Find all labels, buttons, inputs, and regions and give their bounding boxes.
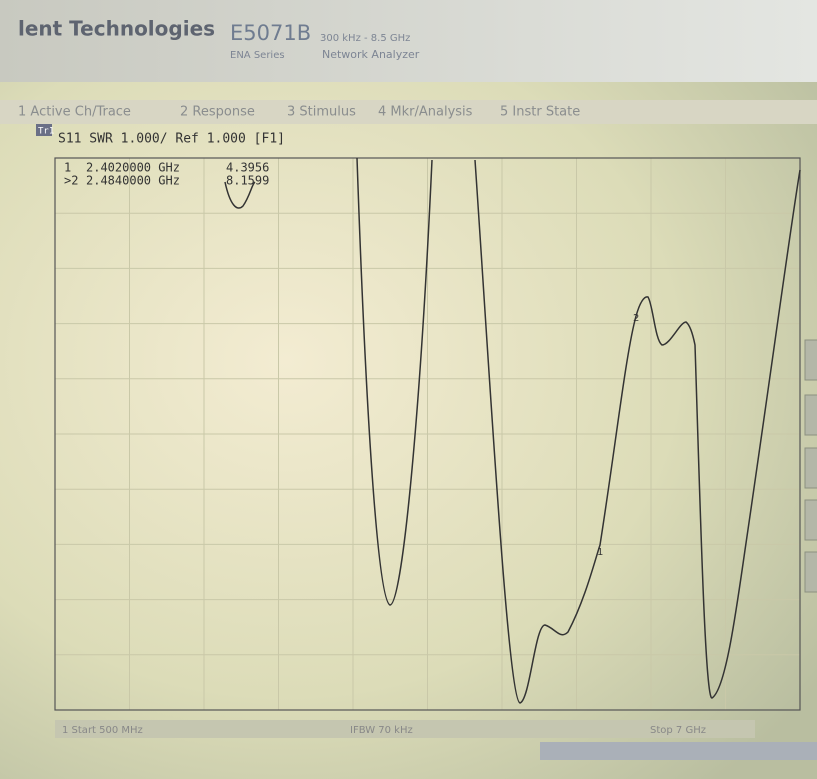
status-start: 1 Start 500 MHz <box>62 725 143 736</box>
display <box>0 82 817 779</box>
status-stop: Stop 7 GHz <box>650 725 706 736</box>
menu-item[interactable]: 3 Stimulus <box>287 105 356 120</box>
menu-item[interactable]: 2 Response <box>180 105 255 120</box>
marker-id: >2 <box>64 174 78 188</box>
marker-freq: 2.4020000 GHz <box>86 161 180 175</box>
marker-freq: 2.4840000 GHz <box>86 174 180 188</box>
trace-id: Tr1 <box>38 127 54 137</box>
plot-frame <box>54 157 801 711</box>
trace-marker: 2 <box>633 313 639 324</box>
trace-label: S11 SWR 1.000/ Ref 1.000 [F1] <box>58 132 285 147</box>
marker-id: 1 <box>64 161 71 175</box>
side-buttons <box>804 339 817 593</box>
soft-key-bar <box>540 742 817 760</box>
status-ifbw: IFBW 70 kHz <box>350 725 413 736</box>
menu-item[interactable]: 4 Mkr/Analysis <box>378 105 473 120</box>
series: ENA Series <box>230 50 285 61</box>
trace-curve <box>224 157 801 704</box>
marker-value: 4.3956 <box>226 161 269 175</box>
brand: lent Technologies <box>18 17 215 41</box>
menu-bar <box>0 100 817 124</box>
range: 300 kHz - 8.5 GHz <box>320 33 410 44</box>
header-panel <box>0 0 817 82</box>
status-bar <box>55 720 755 738</box>
menu-item[interactable]: 5 Instr State <box>500 105 580 120</box>
product: Network Analyzer <box>322 48 420 61</box>
trace-marker: 1 <box>597 547 603 558</box>
model: E5071B <box>230 21 311 45</box>
menu-item[interactable]: 1 Active Ch/Trace <box>18 105 131 120</box>
marker-value: 8.1599 <box>226 174 269 188</box>
trace-badge <box>36 124 52 136</box>
